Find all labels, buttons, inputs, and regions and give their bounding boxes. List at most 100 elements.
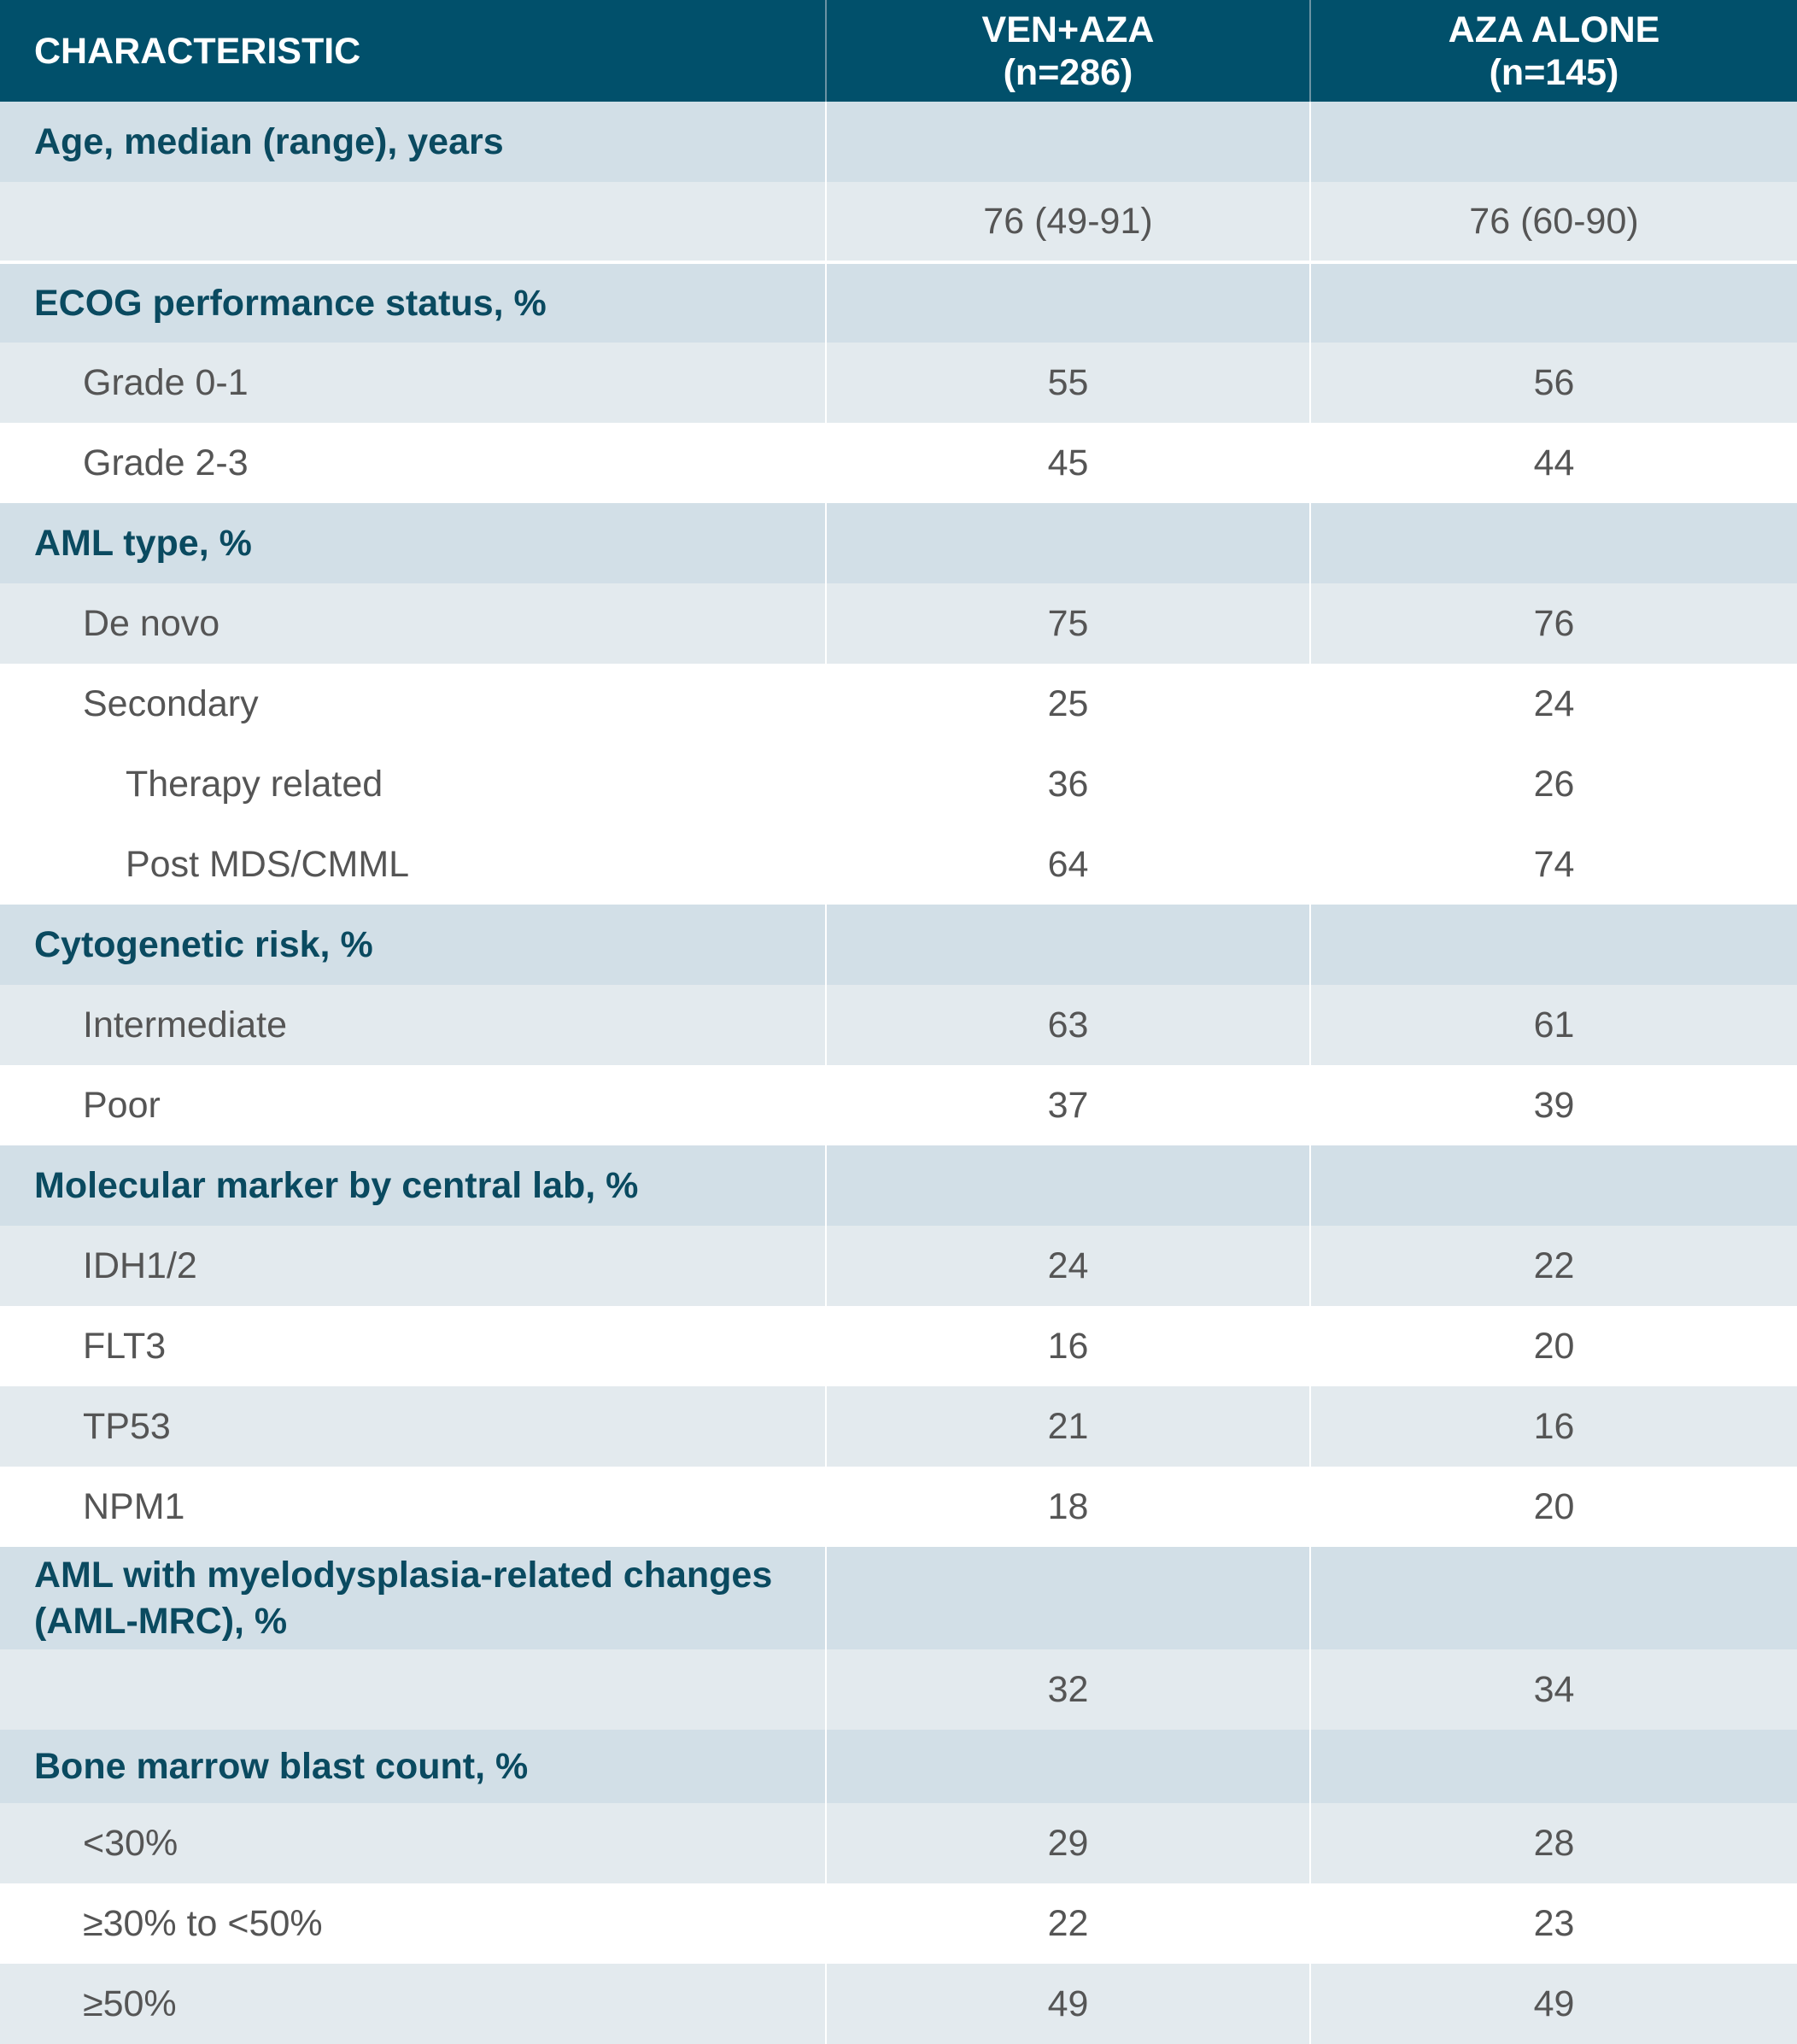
row-label: IDH1/2 [0,1226,827,1306]
table-row: ≥30% to <50% 22 23 [0,1883,1797,1964]
section-empty-cell [1310,1730,1797,1803]
section-label: Age, median (range), years [0,102,827,182]
section-empty-cell [826,261,1311,343]
ven-aza-value: 18 [826,1467,1311,1547]
table-row: 76 (49-91) 76 (60-90) [0,182,1797,262]
ven-aza-value: 37 [826,1065,1311,1145]
section-label: AML with myelodysplasia-related changes … [0,1547,827,1649]
header-ven-aza: VEN+AZA (n=286) [826,0,1311,102]
row-label: Grade 2-3 [0,423,827,503]
section-empty-cell [1310,261,1797,343]
section-empty-cell [826,1547,1311,1649]
aza-alone-value: 61 [1310,985,1797,1065]
aza-alone-value: 39 [1310,1065,1797,1145]
aza-alone-value: 20 [1310,1306,1797,1386]
section-empty-cell [826,905,1311,985]
row-label: Therapy related [0,744,827,824]
header-ven-aza-name: VEN+AZA [981,9,1155,50]
aza-alone-value: 23 [1310,1883,1797,1964]
aza-alone-value: 22 [1310,1226,1797,1306]
header-characteristic: CHARACTERISTIC [0,0,827,102]
section-label: AML type, % [0,503,827,583]
row-label: De novo [0,583,827,664]
table-row: Secondary 25 24 [0,664,1797,744]
table-row: De novo 75 76 [0,583,1797,664]
ven-aza-value: 45 [826,423,1311,503]
row-label [0,1649,827,1730]
aza-alone-value: 28 [1310,1803,1797,1883]
section-header-row: Molecular marker by central lab, % [0,1145,1797,1226]
row-label: NPM1 [0,1467,827,1547]
ven-aza-value: 63 [826,985,1311,1065]
section-empty-cell [1310,1547,1797,1649]
aza-alone-value: 16 [1310,1386,1797,1467]
table-row: FLT3 16 20 [0,1306,1797,1386]
section-label: Molecular marker by central lab, % [0,1145,827,1226]
row-label: Secondary [0,664,827,744]
ven-aza-value: 55 [826,343,1311,423]
section-empty-cell [1310,1145,1797,1226]
section-empty-cell [1310,102,1797,182]
aza-alone-value: 26 [1310,744,1797,824]
row-label: Grade 0-1 [0,343,827,423]
section-empty-cell [826,1730,1311,1803]
aza-alone-value: 56 [1310,343,1797,423]
row-label: Post MDS/CMML [0,824,827,905]
ven-aza-value: 29 [826,1803,1311,1883]
table-row: Intermediate 63 61 [0,985,1797,1065]
row-label: TP53 [0,1386,827,1467]
ven-aza-value: 16 [826,1306,1311,1386]
row-label: <30% [0,1803,827,1883]
row-label: ≥50% [0,1964,827,2044]
ven-aza-value: 22 [826,1883,1311,1964]
ven-aza-value: 24 [826,1226,1311,1306]
section-header-row: ECOG performance status, % [0,261,1797,343]
section-empty-cell [1310,905,1797,985]
row-label: Poor [0,1065,827,1145]
ven-aza-value: 76 (49-91) [826,182,1311,262]
ven-aza-value: 21 [826,1386,1311,1467]
table-row: NPM1 18 20 [0,1467,1797,1547]
table-row: Therapy related 36 26 [0,744,1797,824]
row-label [0,182,827,262]
aza-alone-value: 20 [1310,1467,1797,1547]
table-row: IDH1/2 24 22 [0,1226,1797,1306]
table-header: CHARACTERISTIC VEN+AZA (n=286) AZA ALONE… [0,0,1797,102]
aza-alone-value: 34 [1310,1649,1797,1730]
section-label: ECOG performance status, % [0,261,827,343]
section-empty-cell [826,1145,1311,1226]
ven-aza-value: 49 [826,1964,1311,2044]
section-header-row: AML type, % [0,503,1797,583]
table-row: <30% 29 28 [0,1803,1797,1883]
section-header-row: Age, median (range), years [0,102,1797,182]
ven-aza-value: 25 [826,664,1311,744]
ven-aza-value: 36 [826,744,1311,824]
aza-alone-value: 24 [1310,664,1797,744]
aza-alone-value: 76 [1310,583,1797,664]
section-label: Cytogenetic risk, % [0,905,827,985]
header-aza-alone-name: AZA ALONE [1448,9,1660,50]
header-aza-alone-n: (n=145) [1489,51,1619,93]
table-row: Poor 37 39 [0,1065,1797,1145]
section-header-row: Cytogenetic risk, % [0,905,1797,985]
table-row: Grade 2-3 45 44 [0,423,1797,503]
section-empty-cell [826,503,1311,583]
table-row: Grade 0-1 55 56 [0,343,1797,423]
ven-aza-value: 64 [826,824,1311,905]
ven-aza-value: 75 [826,583,1311,664]
section-header-row: Bone marrow blast count, % [0,1730,1797,1803]
aza-alone-value: 74 [1310,824,1797,905]
table-row: 32 34 [0,1649,1797,1730]
row-label: ≥30% to <50% [0,1883,827,1964]
aza-alone-value: 49 [1310,1964,1797,2044]
section-empty-cell [1310,503,1797,583]
section-label: Bone marrow blast count, % [0,1730,827,1803]
aza-alone-value: 44 [1310,423,1797,503]
aza-alone-value: 76 (60-90) [1310,182,1797,262]
table-row: ≥50% 49 49 [0,1964,1797,2044]
section-empty-cell [826,102,1311,182]
table-row: Post MDS/CMML 64 74 [0,824,1797,905]
header-ven-aza-n: (n=286) [1003,51,1133,93]
ven-aza-value: 32 [826,1649,1311,1730]
